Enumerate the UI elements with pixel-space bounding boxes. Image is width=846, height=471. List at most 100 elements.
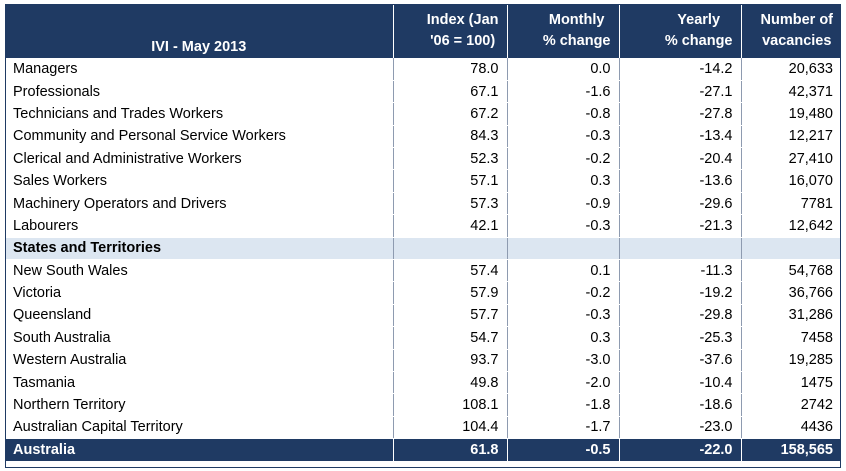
table-row: Labourers 42.1 -0.3 -21.3 12,642 [5, 214, 841, 238]
monthly-change-cell: 0.0 [506, 58, 619, 81]
monthly-change-cell: -1.6 [506, 80, 619, 104]
yearly-change-cell: -37.6 [618, 349, 741, 372]
yearly-change-cell: -29.8 [618, 304, 741, 328]
monthly-change-cell: -0.3 [506, 125, 619, 149]
table-row: Sales Workers 57.1 0.3 -13.6 16,070 [5, 169, 841, 193]
vacancies-cell: 27,410 [740, 147, 841, 171]
monthly-change-cell: -0.3 [506, 304, 619, 328]
yearly-change-cell: -13.4 [618, 125, 741, 149]
vacancies-column-header: Number of vacancies [740, 4, 841, 58]
vacancies-cell: 42,371 [740, 80, 841, 104]
table-row: South Australia 54.7 0.3 -25.3 7458 [5, 326, 841, 350]
index-cell: 54.7 [392, 326, 507, 350]
table-row: Managers 78.0 0.0 -14.2 20,633 [5, 58, 841, 81]
index-cell: 61.8 [392, 438, 507, 462]
monthly-change-cell: -0.9 [506, 192, 619, 216]
index-cell: 57.7 [392, 304, 507, 328]
vacancies-cell: 20,633 [740, 58, 841, 81]
row-label: Technicians and Trades Workers [5, 102, 393, 126]
yearly-change-cell: -29.6 [618, 192, 741, 216]
index-cell: 57.4 [392, 259, 507, 283]
table-row: Queensland 57.7 -0.3 -29.8 31,286 [5, 304, 841, 328]
monthly-change-cell: -3.0 [506, 349, 619, 372]
yearly-change-cell: -22.0 [618, 438, 741, 462]
section-empty-cell [506, 237, 619, 261]
table-row: Northern Territory 108.1 -1.8 -18.6 2742 [5, 393, 841, 417]
vacancies-cell: 36,766 [740, 281, 841, 305]
monthly-change-cell: -0.8 [506, 102, 619, 126]
row-label: Australian Capital Territory [5, 416, 393, 440]
monthly-change-column-header: Monthly% change [506, 4, 619, 58]
vacancies-cell: 54,768 [740, 259, 841, 283]
table-row: Victoria 57.9 -0.2 -19.2 36,766 [5, 281, 841, 305]
row-label: Community and Personal Service Workers [5, 125, 393, 149]
vacancies-cell: 7458 [740, 326, 841, 350]
index-cell: 49.8 [392, 371, 507, 395]
row-label: Victoria [5, 281, 393, 305]
monthly-change-cell: -0.3 [506, 214, 619, 238]
index-cell: 104.4 [392, 416, 507, 440]
monthly-change-cell: -1.7 [506, 416, 619, 440]
row-label: Western Australia [5, 349, 393, 372]
yearly-change-cell: -19.2 [618, 281, 741, 305]
row-label: Clerical and Administrative Workers [5, 147, 393, 171]
yearly-change-cell: -21.3 [618, 214, 741, 238]
total-row: Australia 61.8 -0.5 -22.0 158,565 [5, 438, 841, 462]
monthly-change-cell: 0.3 [506, 169, 619, 193]
row-label: Sales Workers [5, 169, 393, 193]
index-cell: 57.9 [392, 281, 507, 305]
section-header-row: States and Territories [5, 237, 841, 261]
table-row: Professionals 67.1 -1.6 -27.1 42,371 [5, 80, 841, 104]
monthly-change-cell: -0.5 [506, 438, 619, 462]
row-label: Professionals [5, 80, 393, 104]
table-row: Australian Capital Territory 104.4 -1.7 -23… [5, 416, 841, 440]
row-label: Queensland [5, 304, 393, 328]
row-label: Australia [5, 438, 393, 462]
row-label: Northern Territory [5, 393, 393, 417]
index-cell: 52.3 [392, 147, 507, 171]
table-row: Community and Personal Service Workers 84… [5, 125, 841, 149]
section-empty-cell [618, 237, 741, 261]
row-label: South Australia [5, 326, 393, 350]
index-cell: 108.1 [392, 393, 507, 417]
monthly-change-cell: -2.0 [506, 371, 619, 395]
vacancies-cell: 7781 [740, 192, 841, 216]
index-cell: 67.1 [392, 80, 507, 104]
yearly-change-cell: -11.3 [618, 259, 741, 283]
row-label: Machinery Operators and Drivers [5, 192, 393, 216]
index-cell: 84.3 [392, 125, 507, 149]
vacancies-cell: 4436 [740, 416, 841, 440]
section-label: States and Territories [5, 237, 393, 261]
yearly-change-cell: -13.6 [618, 169, 741, 193]
index-cell: 57.1 [392, 169, 507, 193]
vacancies-cell: 12,642 [740, 214, 841, 238]
yearly-change-cell: -23.0 [618, 416, 741, 440]
index-cell: 57.3 [392, 192, 507, 216]
monthly-change-cell: 0.1 [506, 259, 619, 283]
yearly-change-cell: -27.1 [618, 80, 741, 104]
table-row: Machinery Operators and Drivers 57.3 -0.9-… [5, 192, 841, 216]
row-label: Labourers [5, 214, 393, 238]
table-row: Technicians and Trades Workers 67.2 -0.8 -2… [5, 102, 841, 126]
monthly-change-cell: -0.2 [506, 281, 619, 305]
index-cell: 93.7 [392, 349, 507, 372]
ivi-table: IVI - May 2013 Index (Jan '06 = 100) Mont… [5, 4, 841, 462]
header-row: IVI - May 2013 Index (Jan '06 = 100) Mont… [5, 4, 841, 58]
table-row: New South Wales 57.4 0.1 -11.3 54,768 [5, 259, 841, 283]
vacancies-cell: 158,565 [740, 438, 841, 462]
table-row: Western Australia 93.7 -3.0 -37.6 19,285 [5, 349, 841, 372]
index-cell: 42.1 [392, 214, 507, 238]
monthly-change-cell: -1.8 [506, 393, 619, 417]
table-row: Clerical and Administrative Workers 52.3-… [5, 147, 841, 171]
vacancies-cell: 19,285 [740, 349, 841, 372]
section-empty-cell [392, 237, 507, 261]
vacancies-cell: 19,480 [740, 102, 841, 126]
table-title: IVI - May 2013 [5, 4, 393, 58]
yearly-change-cell: -18.6 [618, 393, 741, 417]
index-cell: 78.0 [392, 58, 507, 81]
row-label: Managers [5, 58, 393, 81]
row-label: Tasmania [5, 371, 393, 395]
table-row: Tasmania 49.8 -2.0 -10.4 1475 [5, 371, 841, 395]
yearly-change-cell: -14.2 [618, 58, 741, 81]
vacancies-cell: 12,217 [740, 125, 841, 149]
